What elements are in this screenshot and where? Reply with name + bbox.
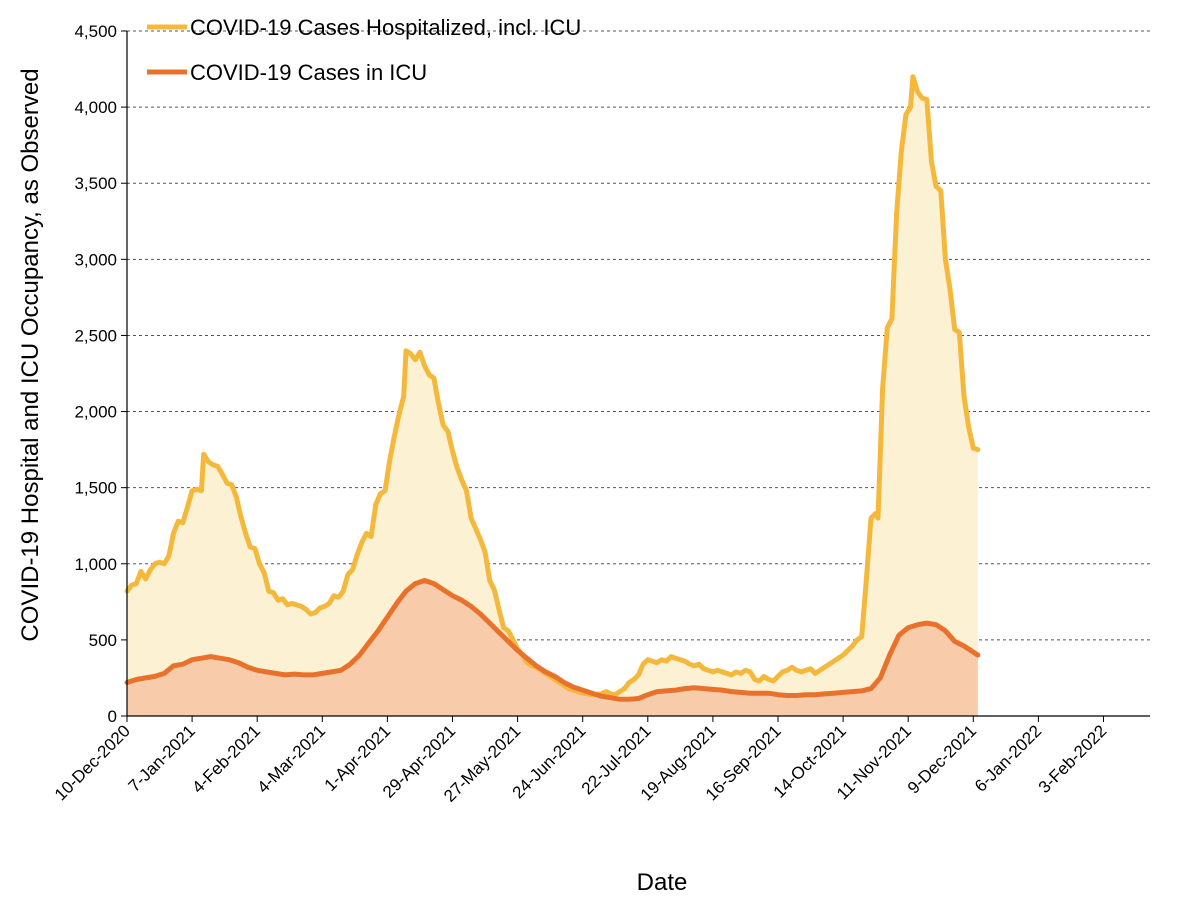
y-tick-label-3: 1,500 [74,479,117,498]
axes [126,31,1150,717]
x-tick-label-2: 4-Feb-2021 [188,721,264,797]
series-lines [124,74,981,702]
y-tick-labels: 0 500 1,000 1,500 2,000 2,500 3,000 3,500 4,000 4… [74,22,127,726]
y-tick-label-1: 500 [89,631,117,650]
x-tick-label-1: 7-Jan-2021 [125,721,199,795]
x-tick-label-3: 4-Mar-2021 [254,721,330,797]
x-axis-title: Date [637,869,688,896]
series-areas [127,76,978,716]
x-tick-labels: 10-Dec-20207-Jan-20214-Feb-20214-Mar-202… [51,716,1110,806]
y-tick-label-4: 2,000 [74,403,117,422]
area-icu [127,580,978,716]
y-axis-title: COVID-19 Hospital and ICU Occupancy, as … [17,68,44,641]
grid [127,30,1150,641]
x-tick-label-13: 9-Dec-2021 [904,721,980,797]
line-icu [124,578,981,702]
legend-label-icu: COVID-19 Cases in ICU [190,60,427,85]
y-tick-label-5: 2,500 [74,326,117,345]
x-tick-label-15: 3-Feb-2022 [1035,721,1111,797]
area-hospitalized [127,76,978,716]
y-tick-label-8: 4,000 [74,98,117,117]
y-tick-label-0: 0 [108,707,117,726]
legend-label-hospitalized: COVID-19 Cases Hospitalized, incl. ICU [190,15,581,40]
legend: COVID-19 Cases Hospitalized, incl. ICU C… [147,15,581,85]
y-tick-label-2: 1,000 [74,555,117,574]
x-tick-label-14: 6-Jan-2022 [971,721,1045,795]
x-tick-label-0: 10-Dec-2020 [51,721,134,804]
y-tick-label-7: 3,500 [74,174,117,193]
y-tick-label-9: 4,500 [74,22,117,41]
y-tick-label-6: 3,000 [74,250,117,269]
